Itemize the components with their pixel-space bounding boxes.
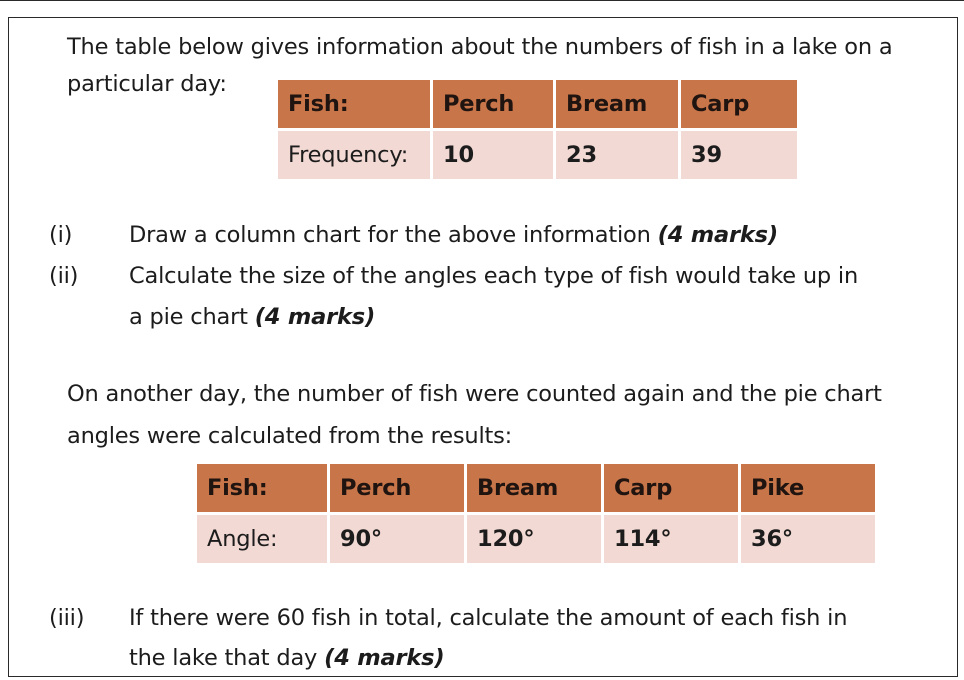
worksheet-panel: The table below gives information about … [8, 17, 958, 677]
question-text: a pie chart (4 marks) [129, 297, 909, 337]
intro-line-1: The table below gives information about … [67, 34, 893, 60]
fish-angle-table: Fish: Perch Bream Carp Pike Angle: 90° 1… [194, 461, 878, 566]
question-body: the lake that day [129, 645, 325, 671]
table-cell: 90° [330, 515, 464, 563]
table-header-cell: Bream [556, 80, 678, 128]
table-cell: 114° [604, 515, 738, 563]
top-rule [0, 0, 964, 1]
table-header-row: Fish: Perch Bream Carp [278, 80, 797, 128]
second-intro-line-1: On another day, the number of fish were … [67, 381, 882, 407]
second-intro-line-2: angles were calculated from the results: [67, 423, 513, 449]
table-header-cell: Perch [433, 80, 553, 128]
table-row: Angle: 90° 120° 114° 36° [197, 515, 875, 563]
table-header-cell: Fish: [278, 80, 430, 128]
marks-label: (4 marks) [324, 645, 445, 671]
table-cell: 120° [467, 515, 601, 563]
table-header-cell: Perch [330, 464, 464, 512]
table-header-cell: Carp [681, 80, 797, 128]
table-header-cell: Fish: [197, 464, 327, 512]
table-cell: 10 [433, 131, 553, 179]
table-header-cell: Carp [604, 464, 738, 512]
question-body: Draw a column chart for the above inform… [129, 222, 658, 248]
question-text: If there were 60 fish in total, calculat… [129, 605, 848, 631]
table-row: Frequency: 10 23 39 [278, 131, 797, 179]
question-text: the lake that day (4 marks) [129, 638, 909, 678]
question-number: (iii) [49, 605, 85, 631]
question-number: (i) [49, 222, 73, 248]
table-header-cell: Pike [741, 464, 875, 512]
marks-label: (4 marks) [657, 222, 779, 248]
fish-frequency-table: Fish: Perch Bream Carp Frequency: 10 23 … [275, 77, 800, 182]
table-row-label: Angle: [197, 515, 327, 563]
marks-label: (4 marks) [254, 304, 376, 330]
question-text: Draw a column chart for the above inform… [129, 215, 909, 255]
question-text: Calculate the size of the angles each ty… [129, 263, 859, 289]
table-header-cell: Bream [467, 464, 601, 512]
table-header-row: Fish: Perch Bream Carp Pike [197, 464, 875, 512]
table-cell: 39 [681, 131, 797, 179]
intro-line-2: particular day: [67, 71, 227, 97]
table-row-label: Frequency: [278, 131, 430, 179]
question-body: a pie chart [129, 304, 255, 330]
question-number: (ii) [49, 263, 79, 289]
table-cell: 23 [556, 131, 678, 179]
table-cell: 36° [741, 515, 875, 563]
